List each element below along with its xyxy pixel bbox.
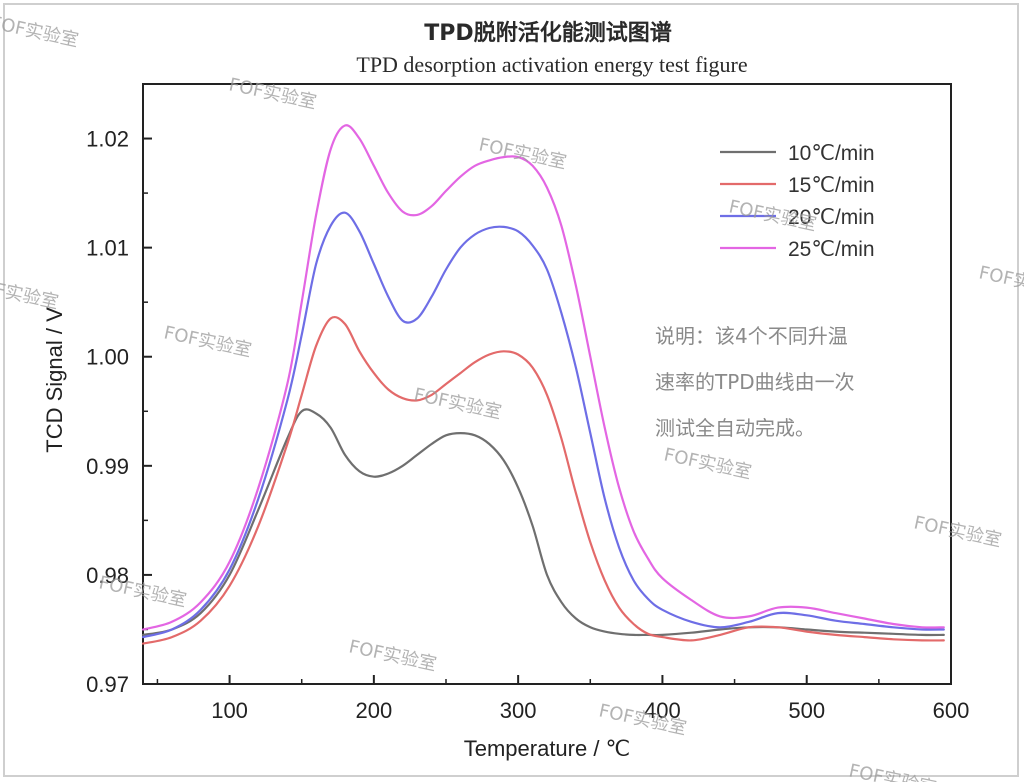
watermark: FOF实验室 (477, 134, 568, 173)
y-tick-label: 1.00 (86, 345, 129, 370)
watermark-layer: FOF实验室 FOF实验室 FOF实验室 FOF实验室 FOF实验室 FOF实验室 FOF实… (0, 12, 1024, 782)
series-line-3 (141, 211, 945, 639)
watermark: FOF实验室 (227, 74, 318, 113)
watermark: FOF实验室 (0, 12, 80, 51)
x-tick-label: 600 (933, 698, 970, 723)
y-tick-label: 0.99 (86, 454, 129, 479)
figure-frame (3, 3, 1019, 777)
series-line-1 (141, 408, 945, 637)
axis-ticks (143, 137, 952, 685)
chart-note: 说明：该4个不同升温 速率的TPD曲线由一次 测试全自动完成。 (655, 324, 855, 440)
legend: 10℃/min 15℃/min 20℃/min 25℃/min (720, 142, 875, 261)
legend-label-4: 25℃/min (788, 238, 875, 261)
watermark: FOF实验室 (412, 384, 503, 423)
watermark: FOF实验室 (662, 444, 753, 483)
watermark: FOF实验室 (847, 760, 938, 782)
y-tick-label: 0.97 (86, 672, 129, 697)
series-lines (141, 124, 945, 645)
watermark: FOF实验室 (727, 196, 818, 235)
x-tick-label: 300 (500, 698, 537, 723)
axis-tick-labels: 100 200 300 400 500 600 0.97 0.98 0.99 1.00 1.01 1.… (86, 127, 969, 723)
watermark: FOF实验室 (347, 636, 438, 675)
watermark: FOF实验室 (0, 274, 60, 313)
x-axis-label: Temperature / ℃ (464, 736, 631, 761)
chart-subtitle: TPD desorption activation energy test fi… (356, 52, 747, 77)
chart-title: TPD脱附活化能测试图谱 (424, 20, 671, 46)
watermark: FOF实验室 (162, 322, 253, 361)
series-line-4 (141, 124, 945, 631)
x-tick-label: 400 (644, 698, 681, 723)
note-line-3: 测试全自动完成。 (655, 416, 815, 440)
y-tick-label: 1.02 (86, 127, 129, 152)
note-line-2: 速率的TPD曲线由一次 (655, 370, 855, 394)
y-tick-label: 0.98 (86, 563, 129, 588)
y-tick-label: 1.01 (86, 236, 129, 261)
series-line-2 (141, 315, 945, 645)
x-tick-label: 500 (788, 698, 825, 723)
note-line-1: 说明：该4个不同升温 (655, 324, 848, 348)
watermark: FOF实验室 (977, 262, 1024, 301)
legend-label-3: 20℃/min (788, 206, 875, 229)
legend-label-1: 10℃/min (788, 142, 875, 165)
y-axis-label: TCD Signal / V (42, 307, 67, 453)
legend-label-2: 15℃/min (788, 174, 875, 197)
plot-area (142, 83, 952, 685)
x-tick-label: 100 (211, 698, 248, 723)
x-tick-label: 200 (355, 698, 392, 723)
watermark: FOF实验室 (912, 512, 1003, 551)
